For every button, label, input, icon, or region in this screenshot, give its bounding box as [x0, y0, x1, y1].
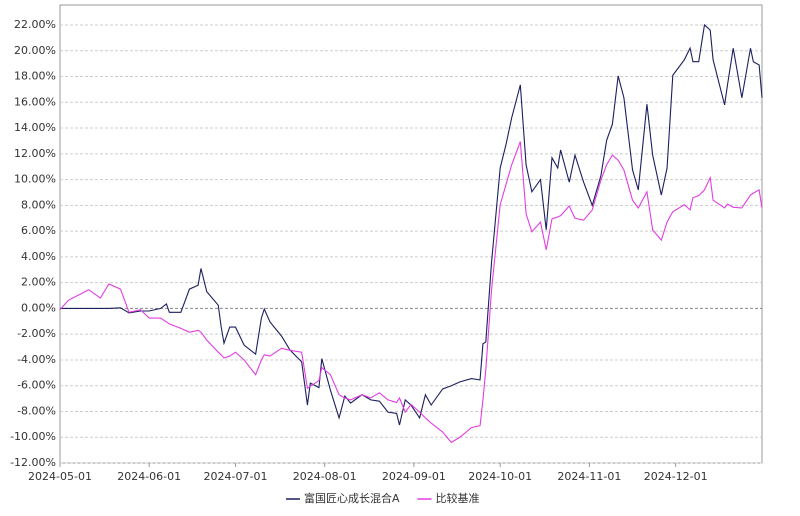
x-tick-label: 2024-05-01 [28, 470, 92, 483]
series-line [60, 23, 763, 426]
y-tick-label: 12.00% [14, 147, 56, 160]
y-tick-label: -6.00% [17, 379, 56, 392]
y-tick-label: 10.00% [14, 173, 56, 186]
y-tick-label: 8.00% [21, 198, 56, 211]
y-tick-label: -2.00% [17, 327, 56, 340]
y-tick-label: 2.00% [21, 276, 56, 289]
y-tick-label: 0.00% [21, 301, 56, 314]
y-tick-label: 16.00% [14, 95, 56, 108]
x-tick-label: 2024-08-01 [293, 470, 357, 483]
y-tick-label: 4.00% [21, 250, 56, 263]
y-tick-label: -10.00% [10, 430, 56, 443]
x-tick-label: 2024-09-01 [382, 470, 446, 483]
legend-label: 富国匠心成长混合A [304, 491, 400, 505]
legend-label: 比较基准 [436, 491, 480, 505]
y-tick-label: 22.00% [14, 18, 56, 31]
y-tick-label: 18.00% [14, 70, 56, 83]
y-tick-label: 20.00% [14, 44, 56, 57]
x-tick-label: 2024-12-01 [644, 470, 708, 483]
x-tick-label: 2024-06-01 [117, 470, 181, 483]
y-tick-label: -12.00% [10, 456, 56, 469]
series-line [59, 141, 763, 444]
y-tick-label: -4.00% [17, 353, 56, 366]
y-tick-label: -8.00% [17, 404, 56, 417]
y-tick-label: 6.00% [21, 224, 56, 237]
x-tick-label: 2024-10-01 [468, 470, 532, 483]
x-tick-label: 2024-11-01 [557, 470, 621, 483]
x-tick-label: 2024-07-01 [204, 470, 268, 483]
y-tick-label: 14.00% [14, 121, 56, 134]
